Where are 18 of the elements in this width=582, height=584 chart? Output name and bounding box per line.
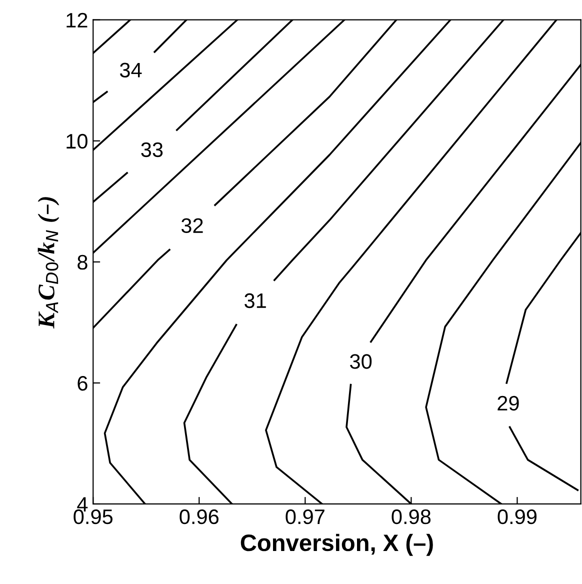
series-label: 30 <box>350 354 372 369</box>
series-label: 29 <box>498 396 519 411</box>
x-tick-label: 0.97 <box>286 509 324 524</box>
series-label: 31 <box>244 293 266 308</box>
y-tick-label: 10 <box>66 134 88 149</box>
series-label: 34 <box>120 62 142 78</box>
y-tick-label: 6 <box>78 376 88 391</box>
x-tick-label: 0.98 <box>392 509 431 524</box>
x-tick-label: 0.96 <box>180 509 219 524</box>
x-tick-label: 0.95 <box>74 509 113 524</box>
y-tick-label: 4 <box>77 497 88 512</box>
x-axis-title: Conversion, X (–) <box>240 534 433 556</box>
x-tick-label: 0.99 <box>498 509 537 524</box>
series-label: 32 <box>181 218 203 234</box>
y-tick-label: 8 <box>78 254 88 270</box>
series-label: 33 <box>141 142 163 158</box>
y-axis-title: K$_{A}$C$_{D0}$/k$_{N}$ (–) <box>38 197 60 329</box>
y-tick-label: 12 <box>66 12 88 28</box>
